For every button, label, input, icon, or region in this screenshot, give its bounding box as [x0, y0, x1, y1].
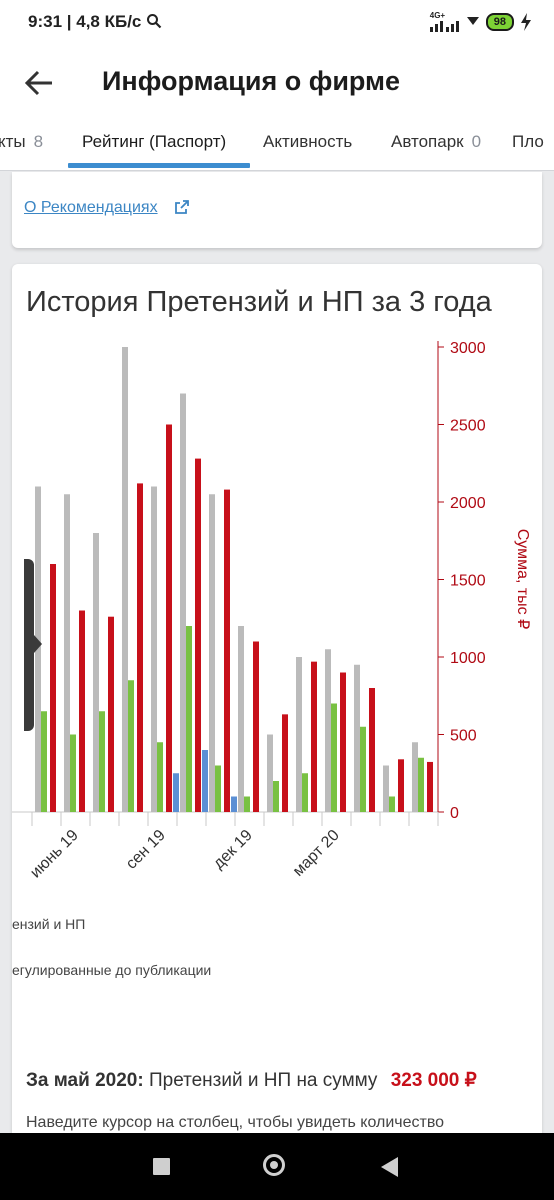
bar-total-claims: [267, 734, 273, 812]
bar-amount: [137, 483, 143, 812]
bar-amount: [195, 458, 201, 812]
bar-total-claims: [180, 393, 186, 812]
summary-amount: 323 000 ₽: [390, 1070, 477, 1091]
tab-fleet[interactable]: Автопарк 0: [391, 132, 482, 151]
claims-chart: 0 500 1000 1500 2000 2500 3000 Сумма, тыс ₽ июнь…: [12, 340, 531, 882]
bar-settled: [157, 742, 163, 812]
bar-total-claims: [238, 626, 244, 812]
active-tab-indicator: [68, 163, 250, 168]
tab-more[interactable]: Пло: [512, 132, 544, 151]
recommendations-link[interactable]: О Рекомендациях: [24, 199, 158, 216]
charging-icon: [521, 13, 531, 31]
bar-total-claims: [122, 347, 128, 812]
bar-settled: [41, 711, 47, 812]
clock: 9:31: [28, 12, 63, 31]
bar-settled: [418, 757, 424, 812]
recents-button[interactable]: [153, 1158, 170, 1175]
bar-settled: [244, 796, 250, 812]
wifi-icon: [466, 17, 479, 25]
summary-text: Претензий и НП на сумму: [148, 1070, 378, 1091]
x-axis-tick-label: дек 19: [210, 827, 256, 873]
summary-line: За май 2020: Претензий и НП на сумму 323…: [26, 1069, 477, 1092]
bar-amount: [224, 489, 230, 812]
bar-amount: [166, 424, 172, 812]
app-bar: Информация о фирме: [0, 42, 554, 122]
right-axis-tick-label: 2000: [450, 495, 486, 512]
bar-amount: [369, 688, 375, 812]
search-icon: [147, 14, 162, 29]
tab-rating-passport[interactable]: Рейтинг (Паспорт): [82, 132, 227, 151]
drag-handle[interactable]: [24, 559, 42, 731]
bar-pending: [202, 750, 208, 812]
bar-amount: [311, 661, 317, 812]
status-icons: 4G+ 98: [429, 12, 532, 32]
tab-contacts[interactable]: кты 8: [0, 132, 44, 151]
bar-amount: [50, 564, 56, 812]
bar-amount: [398, 759, 404, 812]
bar-total-claims: [296, 657, 302, 812]
bar-settled: [273, 781, 279, 812]
bar-settled: [331, 703, 337, 812]
right-axis-tick-label: 0: [450, 805, 459, 822]
right-axis-tick-label: 3000: [450, 340, 486, 357]
back-button[interactable]: [381, 1157, 398, 1177]
right-axis-tick-label: 500: [450, 728, 477, 745]
bar-amount: [340, 672, 346, 812]
bar-amount: [108, 616, 114, 812]
bar-pending: [173, 773, 179, 812]
x-axis-tick-label: сен 19: [123, 827, 169, 873]
status-time: 9:31 | 4,8 КБ/с: [28, 12, 162, 32]
legend-claims: ензий и НП: [12, 916, 86, 932]
arrow-left-icon[interactable]: [22, 66, 56, 100]
bar-settled: [128, 680, 134, 812]
right-axis-tick-label: 2500: [450, 418, 486, 435]
page-title: Информация о фирме: [102, 66, 401, 96]
bar-total-claims: [383, 765, 389, 812]
chart-title: История Претензий и НП за 3 года: [26, 286, 492, 318]
bar-settled: [389, 796, 395, 812]
bar-amount: [79, 610, 85, 812]
external-link-icon[interactable]: [174, 199, 190, 215]
bar-total-claims: [209, 494, 215, 812]
hover-hint: Наведите курсор на столбец, чтобы увидет…: [26, 1114, 445, 1131]
bar-total-claims: [151, 486, 157, 812]
battery-icon: 98: [485, 13, 514, 31]
bar-settled: [360, 726, 366, 812]
bar-total-claims: [325, 649, 331, 812]
bar-total-claims: [412, 742, 418, 812]
bar-amount: [253, 641, 259, 812]
bar-settled: [186, 626, 192, 812]
tab-activity[interactable]: Активность: [263, 132, 353, 151]
chevron-right-icon: [34, 635, 42, 653]
bar-total-claims: [93, 533, 99, 812]
right-axis-tick-label: 1000: [450, 650, 486, 667]
bar-settled: [302, 773, 308, 812]
tab-bar: кты 8 Рейтинг (Паспорт) Активность Автопа…: [0, 122, 554, 171]
bar-total-claims: [354, 664, 360, 812]
right-axis-tick-label: 1500: [450, 573, 486, 590]
legend-settled: егулированные до публикации: [12, 962, 212, 978]
bar-settled: [70, 734, 76, 812]
bar-settled: [215, 765, 221, 812]
bar-settled: [99, 711, 105, 812]
bar-pending: [231, 796, 237, 812]
bar-amount: [282, 714, 288, 812]
signal-icon: 4G+: [429, 12, 460, 32]
bar-total-claims: [64, 494, 70, 812]
system-nav-bar: [0, 1133, 554, 1200]
bar-amount: [427, 761, 433, 812]
home-button[interactable]: [263, 1154, 285, 1176]
network-speed: 4,8 КБ/с: [76, 12, 142, 31]
claims-history-card: История Претензий и НП за 3 года 0 500 100…: [12, 264, 542, 1200]
x-axis-tick-label: март 20: [290, 827, 343, 880]
x-axis-tick-label: июнь 19: [27, 827, 82, 882]
status-bar: 9:31 | 4,8 КБ/с 4G+ 98: [0, 0, 554, 42]
right-axis-title: Сумма, тыс ₽: [514, 529, 531, 630]
recommendations-card: О Рекомендациях: [12, 172, 542, 248]
summary-label: За май 2020:: [26, 1070, 144, 1091]
